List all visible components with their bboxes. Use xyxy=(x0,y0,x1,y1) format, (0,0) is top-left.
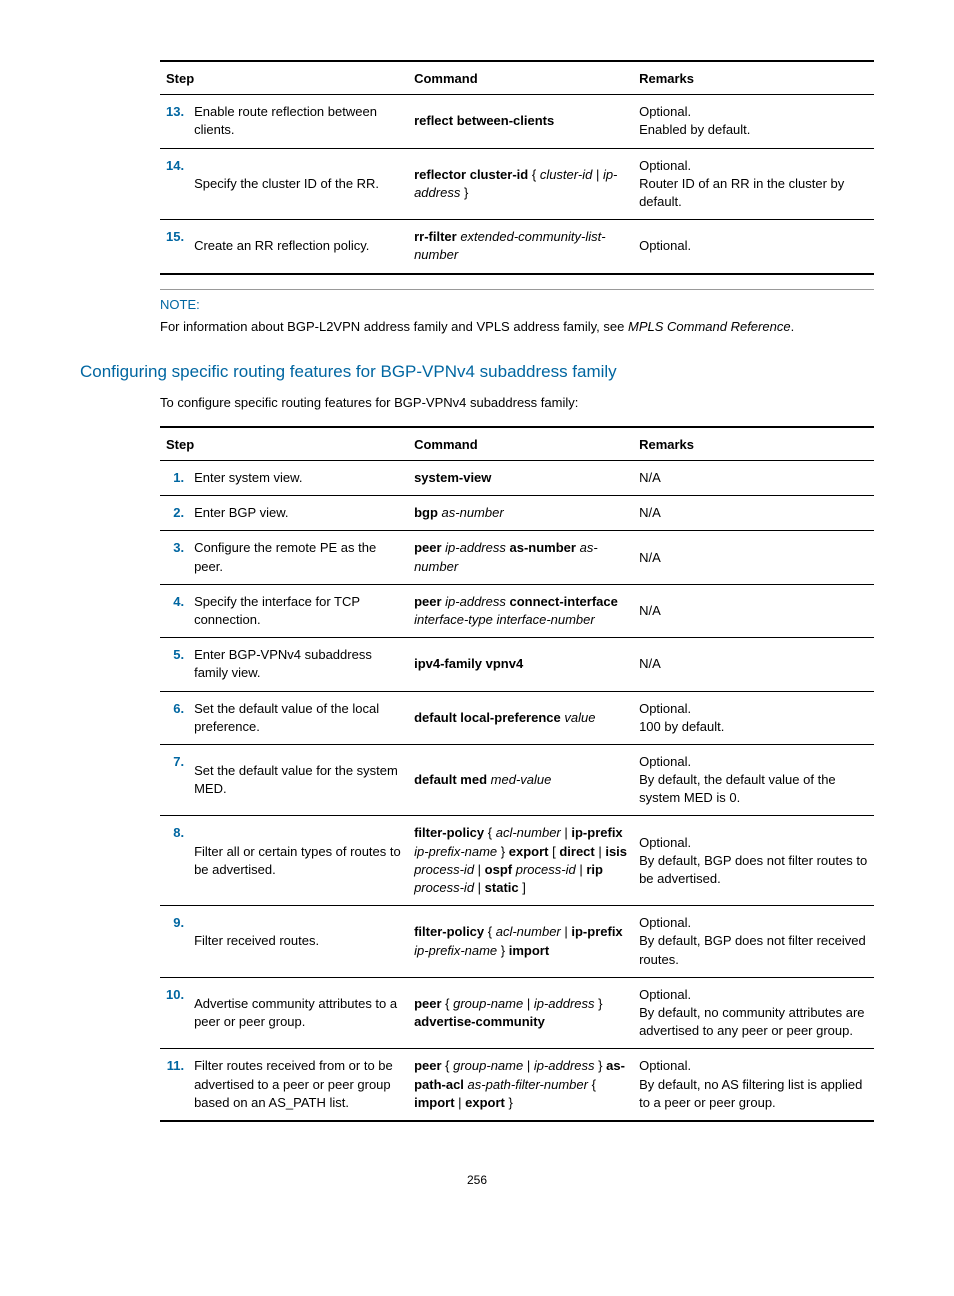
step-number: 1. xyxy=(160,461,188,496)
step-number: 11. xyxy=(160,1049,188,1121)
step-description: Advertise community attributes to a peer… xyxy=(188,977,408,1049)
step-number: 2. xyxy=(160,496,188,531)
remarks-cell: N/A xyxy=(633,496,874,531)
step-number: 4. xyxy=(160,584,188,637)
step-description: Specify the cluster ID of the RR. xyxy=(188,148,408,220)
table-row: 4.Specify the interface for TCP connecti… xyxy=(160,584,874,637)
step-number: 10. xyxy=(160,977,188,1049)
step-description: Create an RR reflection policy. xyxy=(188,220,408,274)
table-row: 2.Enter BGP view.bgp as-numberN/A xyxy=(160,496,874,531)
table-row: 15.Create an RR reflection policy.rr-fil… xyxy=(160,220,874,274)
command-cell: rr-filter extended-community-list-number xyxy=(408,220,633,274)
note-label: NOTE: xyxy=(160,296,874,314)
remarks-cell: Optional.Router ID of an RR in the clust… xyxy=(633,148,874,220)
command-cell: filter-policy { acl-number | ip-prefix i… xyxy=(408,816,633,906)
command-cell: peer ip-address as-number as-number xyxy=(408,531,633,584)
th-command: Command xyxy=(408,61,633,95)
command-cell: filter-policy { acl-number | ip-prefix i… xyxy=(408,906,633,978)
step-description: Filter received routes. xyxy=(188,906,408,978)
remarks-cell: Optional.By default, no AS filtering lis… xyxy=(633,1049,874,1121)
table-row: 6.Set the default value of the local pre… xyxy=(160,691,874,744)
remarks-cell: Optional. xyxy=(633,220,874,274)
step-description: Enter BGP view. xyxy=(188,496,408,531)
table-row: 9.Filter received routes.filter-policy {… xyxy=(160,906,874,978)
table-steps-1: Step Command Remarks 13.Enable route ref… xyxy=(160,60,874,275)
table-row: 3.Configure the remote PE as the peer.pe… xyxy=(160,531,874,584)
th-remarks: Remarks xyxy=(633,427,874,461)
step-description: Enable route reflection between clients. xyxy=(188,95,408,148)
command-cell: default med med-value xyxy=(408,744,633,816)
command-cell: ipv4-family vpnv4 xyxy=(408,638,633,691)
th-step: Step xyxy=(160,427,408,461)
step-description: Set the default value for the system MED… xyxy=(188,744,408,816)
th-command: Command xyxy=(408,427,633,461)
step-description: Enter system view. xyxy=(188,461,408,496)
command-cell: system-view xyxy=(408,461,633,496)
step-number: 6. xyxy=(160,691,188,744)
step-number: 15. xyxy=(160,220,188,274)
note-text: For information about BGP-L2VPN address … xyxy=(160,318,874,336)
table-row: 11.Filter routes received from or to be … xyxy=(160,1049,874,1121)
table1-body: 13.Enable route reflection between clien… xyxy=(160,95,874,274)
page-number: 256 xyxy=(80,1172,874,1189)
remarks-cell: Optional.By default, BGP does not filter… xyxy=(633,816,874,906)
step-number: 13. xyxy=(160,95,188,148)
table-row: 7.Set the default value for the system M… xyxy=(160,744,874,816)
step-number: 5. xyxy=(160,638,188,691)
table-row: 14.Specify the cluster ID of the RR.refl… xyxy=(160,148,874,220)
remarks-cell: Optional.100 by default. xyxy=(633,691,874,744)
table-header-row: Step Command Remarks xyxy=(160,61,874,95)
command-cell: bgp as-number xyxy=(408,496,633,531)
step-number: 3. xyxy=(160,531,188,584)
remarks-cell: N/A xyxy=(633,531,874,584)
command-cell: reflect between-clients xyxy=(408,95,633,148)
table-row: 1.Enter system view.system-viewN/A xyxy=(160,461,874,496)
remarks-cell: N/A xyxy=(633,584,874,637)
remarks-cell: Optional.By default, BGP does not filter… xyxy=(633,906,874,978)
step-description: Filter all or certain types of routes to… xyxy=(188,816,408,906)
table-header-row: Step Command Remarks xyxy=(160,427,874,461)
table-row: 13.Enable route reflection between clien… xyxy=(160,95,874,148)
step-number: 7. xyxy=(160,744,188,816)
command-cell: peer ip-address connect-interface interf… xyxy=(408,584,633,637)
table-row: 10.Advertise community attributes to a p… xyxy=(160,977,874,1049)
th-remarks: Remarks xyxy=(633,61,874,95)
table-row: 8.Filter all or certain types of routes … xyxy=(160,816,874,906)
command-cell: peer { group-name | ip-address } adverti… xyxy=(408,977,633,1049)
step-description: Set the default value of the local prefe… xyxy=(188,691,408,744)
table2-body: 1.Enter system view.system-viewN/A2.Ente… xyxy=(160,461,874,1121)
remarks-cell: Optional.By default, no community attrib… xyxy=(633,977,874,1049)
remarks-cell: Optional.By default, the default value o… xyxy=(633,744,874,816)
command-cell: peer { group-name | ip-address } as-path… xyxy=(408,1049,633,1121)
step-number: 9. xyxy=(160,906,188,978)
step-description: Enter BGP-VPNv4 subaddress family view. xyxy=(188,638,408,691)
step-number: 14. xyxy=(160,148,188,220)
remarks-cell: N/A xyxy=(633,461,874,496)
command-cell: reflector cluster-id { cluster-id | ip-a… xyxy=(408,148,633,220)
step-description: Configure the remote PE as the peer. xyxy=(188,531,408,584)
step-description: Filter routes received from or to be adv… xyxy=(188,1049,408,1121)
note-block: NOTE: For information about BGP-L2VPN ad… xyxy=(160,289,874,336)
table-row: 5.Enter BGP-VPNv4 subaddress family view… xyxy=(160,638,874,691)
step-description: Specify the interface for TCP connection… xyxy=(188,584,408,637)
step-number: 8. xyxy=(160,816,188,906)
command-cell: default local-preference value xyxy=(408,691,633,744)
intro-text: To configure specific routing features f… xyxy=(160,394,874,412)
remarks-cell: N/A xyxy=(633,638,874,691)
table-steps-2: Step Command Remarks 1.Enter system view… xyxy=(160,426,874,1122)
remarks-cell: Optional.Enabled by default. xyxy=(633,95,874,148)
th-step: Step xyxy=(160,61,408,95)
section-heading: Configuring specific routing features fo… xyxy=(80,360,874,384)
